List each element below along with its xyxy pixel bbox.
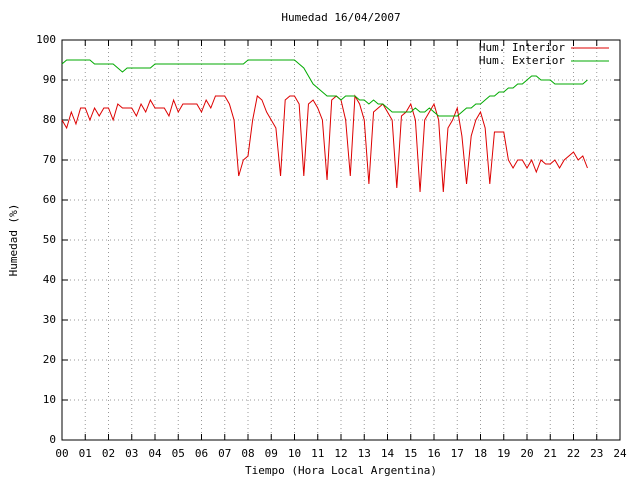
x-tick-label: 07 [218,447,231,460]
y-tick-label: 70 [43,153,56,166]
y-tick-label: 0 [49,433,56,446]
x-tick-label: 04 [148,447,162,460]
y-axis-label: Humedad (%) [7,204,20,277]
y-tick-label: 90 [43,73,56,86]
x-tick-label: 17 [451,447,464,460]
x-tick-label: 08 [241,447,254,460]
x-tick-label: 12 [334,447,347,460]
x-tick-label: 09 [265,447,278,460]
x-tick-label: 14 [381,447,395,460]
chart-title: Humedad 16/04/2007 [281,11,400,24]
x-tick-label: 02 [102,447,115,460]
y-tick-label: 20 [43,353,56,366]
x-tick-label: 10 [288,447,301,460]
x-tick-label: 23 [590,447,603,460]
x-tick-label: 00 [55,447,68,460]
series-line [61,59,588,117]
plot-border [61,39,621,441]
x-tick-label: 11 [311,447,324,460]
x-tick-label: 22 [567,447,580,460]
x-tick-label: 13 [358,447,371,460]
legend-label: Hum. Interior [479,41,565,54]
series-line [61,94,588,193]
x-tick-label: 19 [497,447,510,460]
x-tick-label: 24 [613,447,627,460]
y-tick-label: 10 [43,393,56,406]
x-tick-label: 21 [544,447,557,460]
x-tick-label: 20 [520,447,533,460]
y-tick-label: 80 [43,113,56,126]
x-tick-label: 16 [427,447,440,460]
x-tick-label: 06 [195,447,208,460]
y-tick-label: 60 [43,193,56,206]
y-tick-label: 40 [43,273,56,286]
x-tick-label: 03 [125,447,138,460]
y-tick-label: 50 [43,233,56,246]
y-tick-label: 30 [43,313,56,326]
x-tick-label: 15 [404,447,417,460]
x-tick-label: 18 [474,447,487,460]
x-tick-label: 05 [172,447,185,460]
x-tick-label: 01 [79,447,92,460]
y-tick-label: 100 [36,33,56,46]
legend-label: Hum. Exterior [479,54,565,67]
x-axis-label: Tiempo (Hora Local Argentina) [245,464,437,477]
